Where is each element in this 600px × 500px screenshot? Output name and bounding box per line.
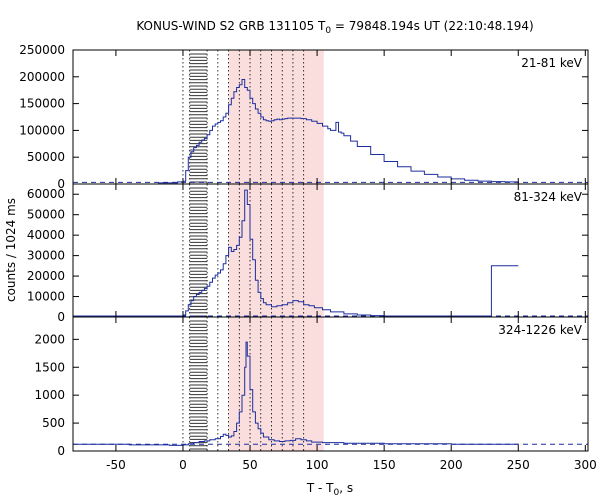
y-tick-label: 0 [57, 310, 65, 324]
y-tick-label: 500 [42, 416, 65, 430]
y-tick-label: 150000 [19, 97, 65, 111]
y-tick-label: 60000 [27, 187, 65, 201]
y-tick-label: 2000 [34, 332, 65, 346]
x-tick-label: 200 [440, 458, 463, 472]
x-tick-label: 0 [179, 458, 187, 472]
panel-2: 0 10000 20000 30000 40000 50000 60000 81-324 ke… [27, 183, 589, 324]
panel-1: 0 50000 100000 150000 200000 250000 21-81 keV [19, 43, 589, 191]
shaded-interval [228, 184, 324, 317]
y-tick-label: 1000 [34, 388, 65, 402]
x-tick-label: -50 [106, 458, 126, 472]
y-tick-label: 1500 [34, 360, 65, 374]
light-curve [73, 79, 519, 185]
chart-title: KONUS-WIND S2 GRB 131105 T0 = 79848.194s… [136, 19, 533, 36]
x-tick-label: 50 [242, 458, 257, 472]
panel-frame [72, 316, 589, 452]
x-tick-label: 150 [373, 458, 396, 472]
x-tick-label: 300 [574, 458, 597, 472]
energy-band-label: 324-1226 keV [498, 323, 582, 337]
energy-band-label: 81-324 keV [514, 190, 583, 204]
x-axis-label: T - T0, s [306, 481, 353, 498]
light-curve [73, 189, 519, 317]
light-curve [73, 341, 519, 446]
panel-3: 0 500 1000 1500 2000 -50 0 50 100 150 200 250 300 324… [34, 316, 597, 472]
y-axis-label: counts / 1024 ms [4, 198, 18, 302]
x-tick-label: 250 [507, 458, 530, 472]
x-tick-label: 100 [306, 458, 329, 472]
y-tick-label: 40000 [27, 228, 65, 242]
shaded-interval [228, 50, 324, 184]
panel-frame [72, 49, 589, 185]
panel-frame [72, 183, 589, 318]
y-tick-label: 10000 [27, 290, 65, 304]
y-tick-label: 0 [57, 444, 65, 458]
y-tick-label: 20000 [27, 269, 65, 283]
energy-band-label: 21-81 keV [521, 56, 583, 70]
y-tick-label: 50000 [27, 208, 65, 222]
y-tick-label: 100000 [19, 123, 65, 137]
y-tick-label: 250000 [19, 43, 65, 57]
y-tick-label: 50000 [27, 150, 65, 164]
y-tick-label: 30000 [27, 249, 65, 263]
y-tick-label: 0 [57, 177, 65, 191]
y-tick-label: 200000 [19, 70, 65, 84]
shaded-interval [228, 317, 324, 451]
